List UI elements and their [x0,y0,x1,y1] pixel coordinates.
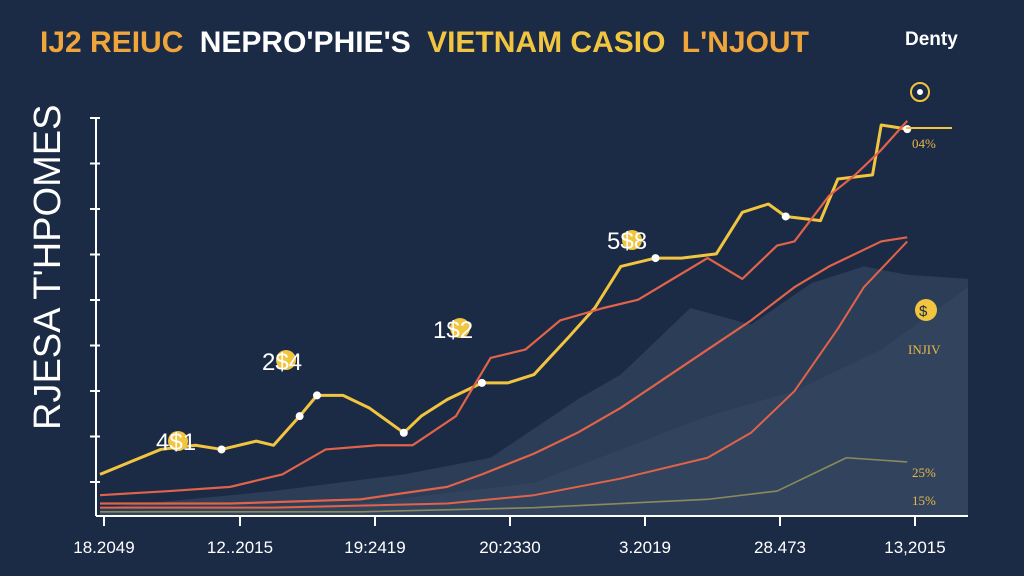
annotation-label-2: 2$4 [262,349,302,376]
annotation-label-5: $ [919,303,928,320]
x-tick-label: 20:2330 [479,538,540,557]
x-ticks: 18.2049 12..2015 19:2419 20:2330 3.2019 28.47… [73,516,946,557]
data-point-marker [313,391,321,400]
annotation-3: 1$2 [433,317,473,344]
annotation-1: 4$1 [156,429,196,456]
right-label-4: 25% [912,465,936,480]
brand-logo-text: Denty [905,29,958,50]
x-tick-label: 19:2419 [344,538,405,557]
series-line-4 [100,240,908,509]
data-point-marker [651,254,660,263]
annotation-label-3: 1$2 [433,317,473,344]
head-icon [910,82,930,102]
x-tick-label: 12..2015 [207,538,273,557]
series-line-5 [100,456,908,513]
data-point-marker [295,412,304,421]
background-area-2 [100,287,968,516]
coin-icon [622,230,642,250]
title-part-4: L'NJOUT [682,26,809,59]
x-tick-label: 3.2019 [619,538,671,557]
coin-icon [168,431,188,451]
data-point-marker [217,445,226,454]
right-label-1: 04% [912,136,936,151]
data-point-marker [399,428,408,437]
annotation-label-1: 4$1 [156,429,196,456]
series-line-3 [100,236,908,505]
title-part-2: NEPRO'PHIE'S [200,26,411,59]
background-areas [100,266,968,516]
annotation-label-4: 5$8 [607,228,647,255]
coin-icon [915,299,937,321]
data-point-marker [477,378,486,387]
x-tick-label: 28.473 [754,538,806,557]
data-point-marker [781,212,790,221]
x-tick-label: 13,2015 [884,538,945,557]
right-label-5: 15% [912,493,936,508]
annotation-4: 5$8 [607,228,647,255]
y-ticks [90,117,100,483]
title-part-3: VIETNAM CASIO [427,26,665,59]
annotation-2: 2$4 [262,349,302,376]
series-line-1 [99,123,908,476]
x-tick-label: 18.2049 [73,538,134,557]
coin-icon [450,318,470,338]
coin-icon [276,350,296,370]
chart-title: IJ2 REIUC NEPRO'PHIE'S VIETNAM CASIO L'N… [40,26,809,59]
background-area-1 [100,266,968,516]
annotation-5: $ [915,299,937,321]
y-axis-label: RJESA T'HPOMES [27,105,69,430]
series-line-2 [99,120,909,497]
right-label-3: INJIV [908,342,941,357]
series-lines [99,120,909,513]
title-part-1: IJ2 REIUC [40,26,183,59]
data-point-marker [903,125,912,134]
